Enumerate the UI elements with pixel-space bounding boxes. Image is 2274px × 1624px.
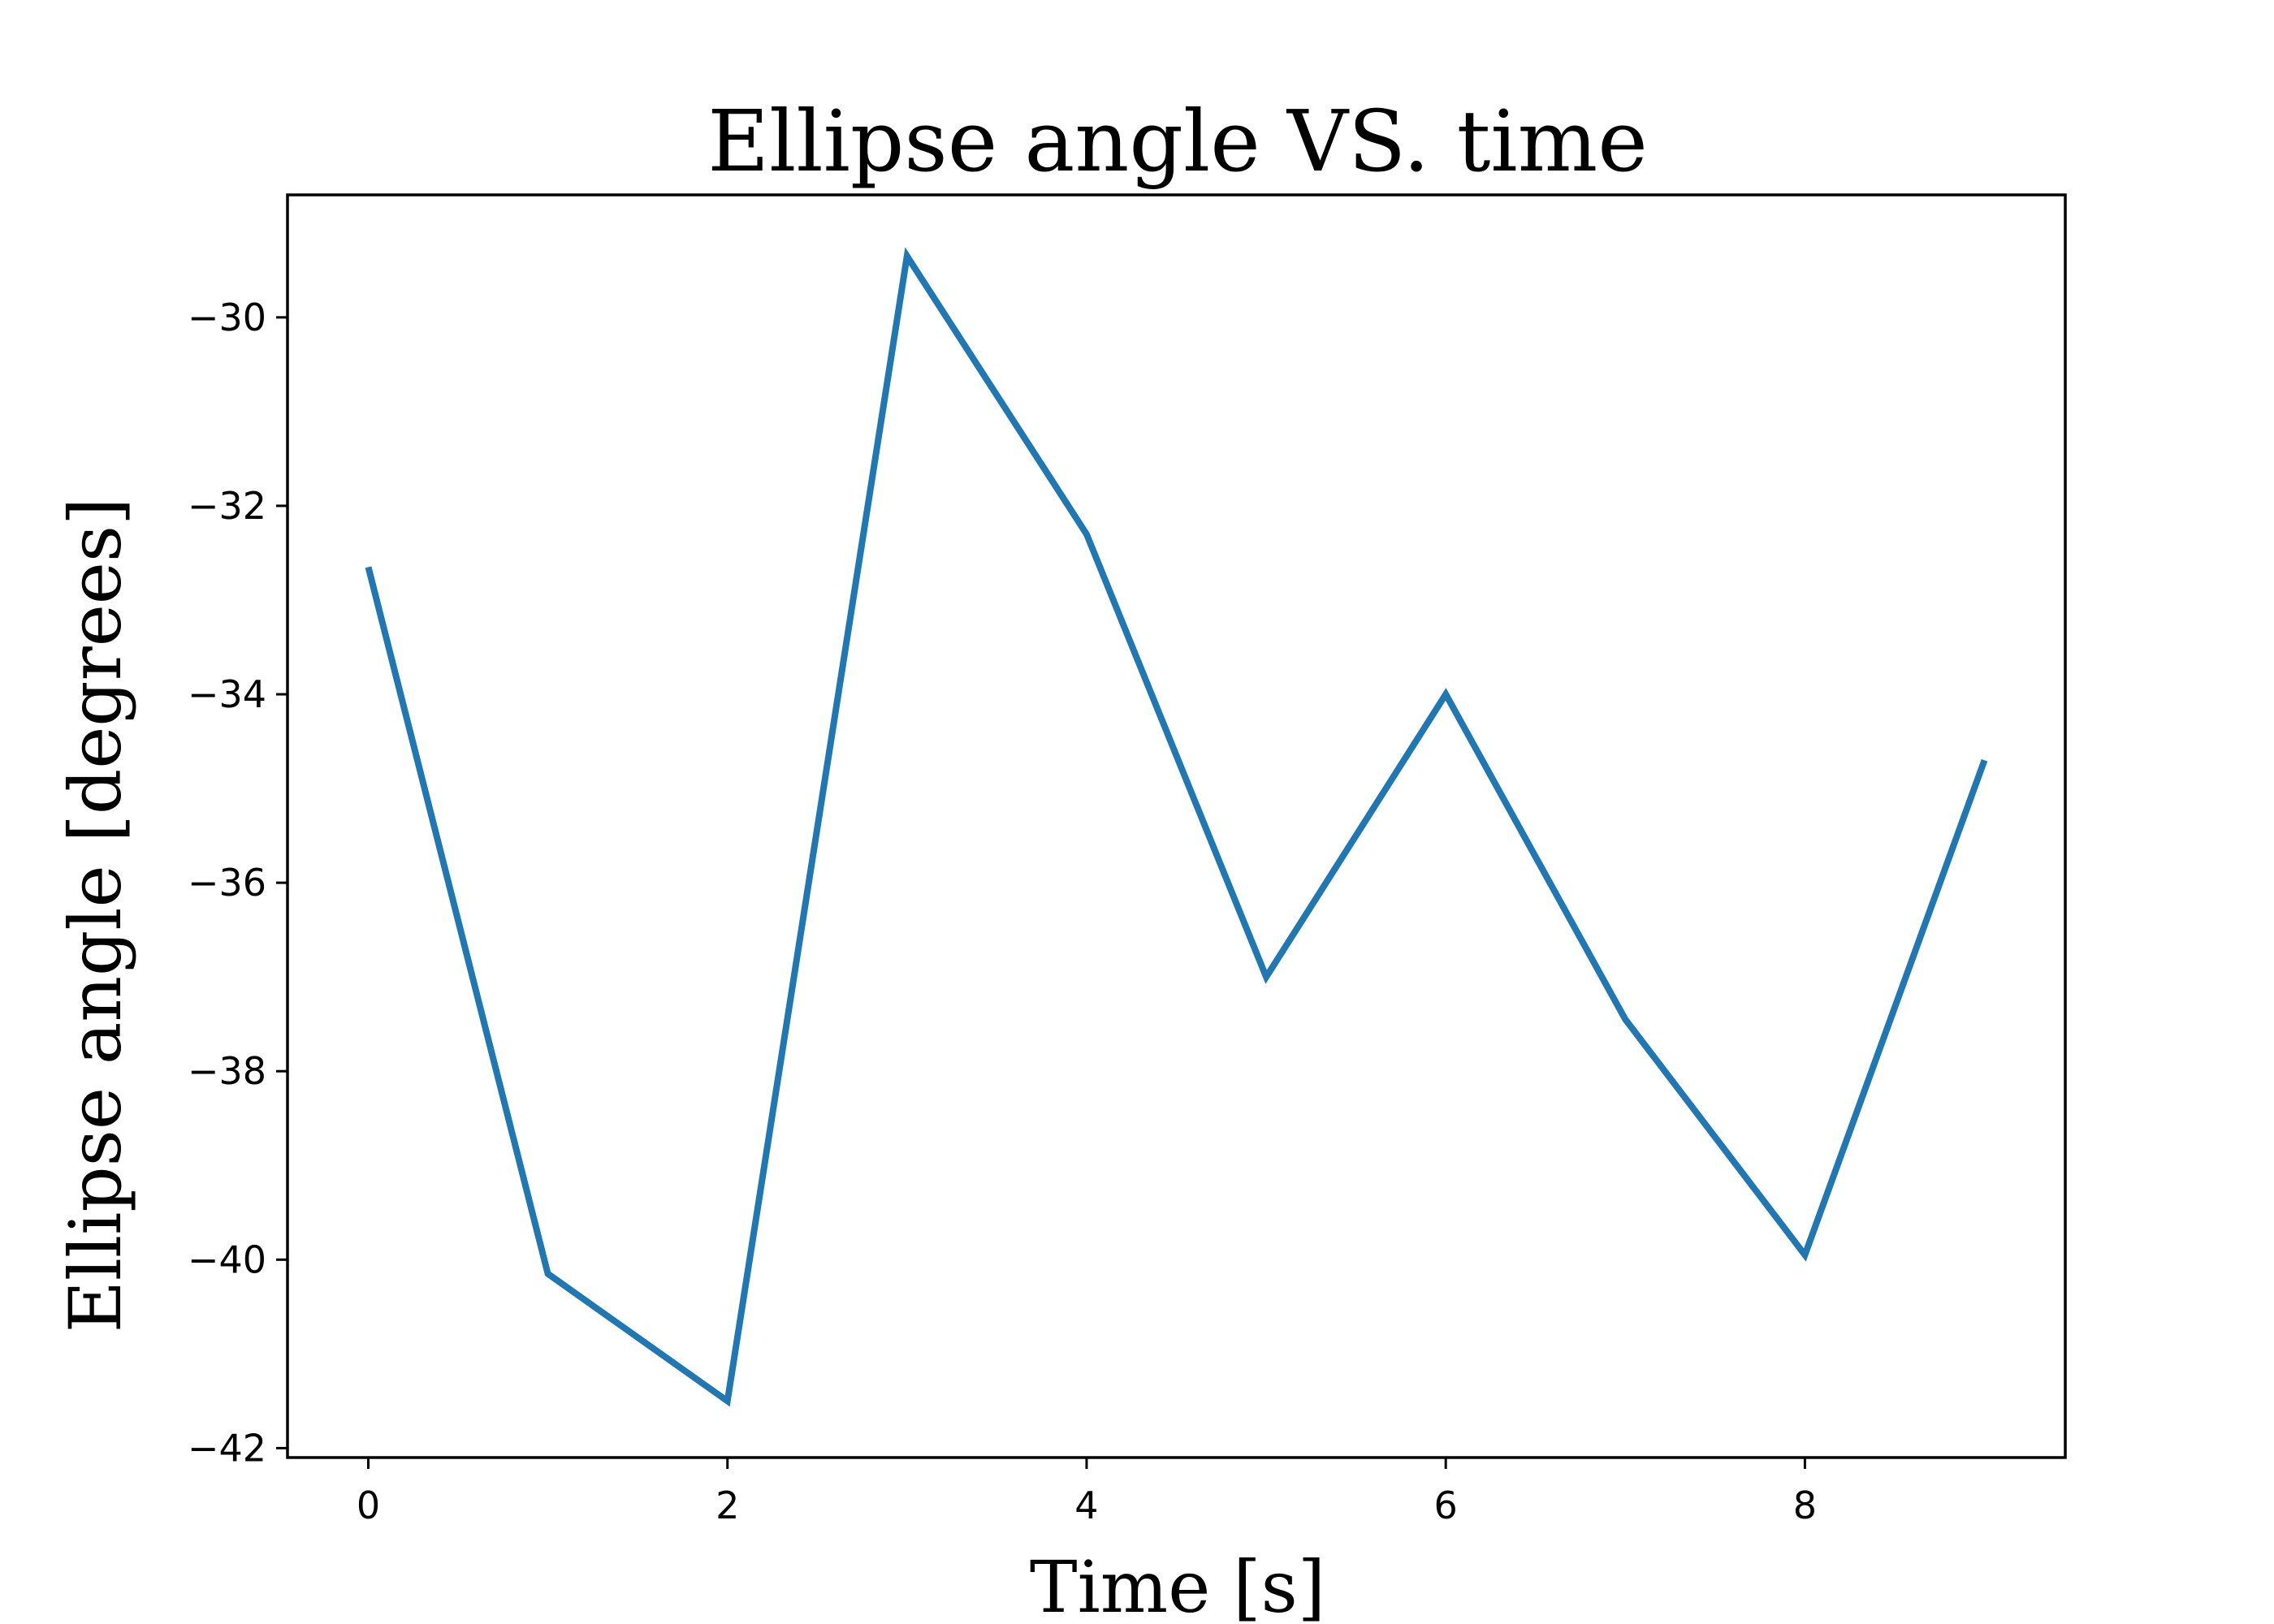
y-tick-label: −34 xyxy=(188,672,266,716)
y-tick-label: −32 xyxy=(188,484,266,528)
chart-title: Ellipse angle VS. time xyxy=(707,92,1648,191)
x-axis-label: Time [s] xyxy=(1030,1545,1325,1624)
x-tick-label: 6 xyxy=(1434,1484,1458,1527)
x-tick-label: 8 xyxy=(1793,1484,1817,1527)
x-tick-label: 4 xyxy=(1074,1484,1098,1527)
series-line-1 xyxy=(365,247,1988,1407)
x-tick-label: 2 xyxy=(715,1484,739,1527)
y-axis-label: Ellipse angle [degrees] xyxy=(54,498,137,1333)
x-tick-label: 0 xyxy=(357,1484,380,1527)
plot-area: 0 2 4 6 8 −42 −40 −38 −36 −34 −32 −30 xyxy=(188,193,2067,1527)
y-tick-label: −36 xyxy=(188,861,266,905)
plot-frame xyxy=(286,193,2067,1459)
y-tick-label: −38 xyxy=(188,1049,266,1093)
y-tick-label: −40 xyxy=(188,1237,266,1281)
y-tick-label: −42 xyxy=(188,1426,266,1470)
y-tick-label: −30 xyxy=(188,296,266,339)
